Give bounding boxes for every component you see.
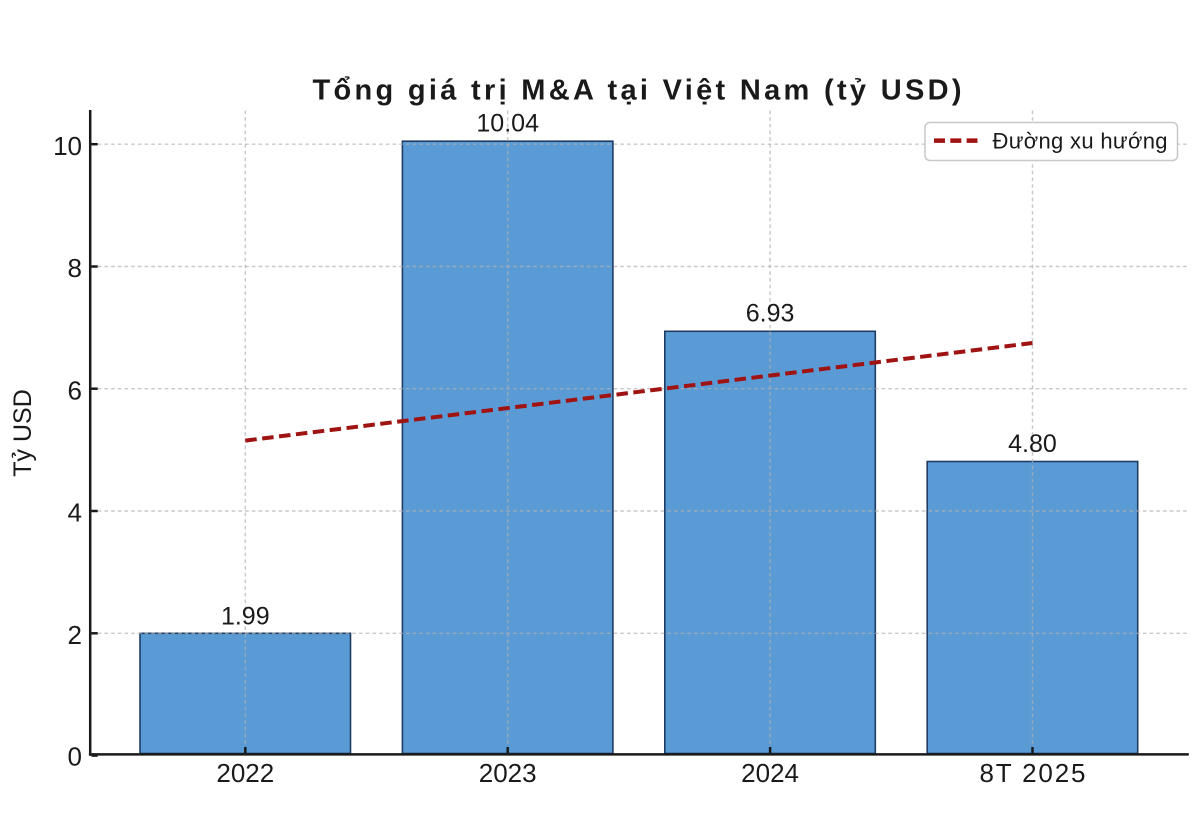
svg-text:0: 0 [68, 742, 82, 772]
svg-text:10: 10 [53, 131, 82, 161]
svg-text:8: 8 [68, 253, 82, 283]
svg-text:6: 6 [68, 375, 82, 405]
svg-text:2024: 2024 [741, 758, 799, 788]
svg-text:10.04: 10.04 [476, 110, 539, 138]
svg-text:2023: 2023 [479, 758, 537, 788]
svg-text:2022: 2022 [216, 758, 274, 788]
svg-text:Đường xu hướng: Đường xu hướng [993, 129, 1168, 154]
svg-text:4.80: 4.80 [1008, 430, 1057, 458]
svg-text:2: 2 [68, 620, 82, 650]
svg-text:1.99: 1.99 [221, 602, 270, 630]
svg-text:Tỷ USD: Tỷ USD [9, 389, 37, 477]
svg-text:4: 4 [68, 498, 82, 528]
svg-text:8T 2025: 8T 2025 [980, 758, 1086, 788]
svg-text:6.93: 6.93 [746, 300, 795, 328]
